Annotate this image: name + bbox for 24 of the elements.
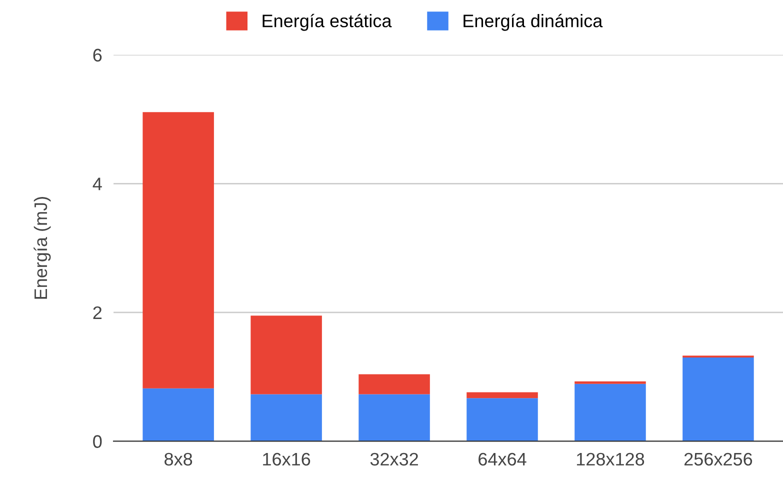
- bar: [358, 374, 430, 394]
- y-tick-label: 2: [93, 306, 102, 319]
- x-tick-label: 8x8: [164, 452, 192, 466]
- bar: [358, 394, 430, 442]
- x-tick-label: 128x128: [576, 452, 644, 466]
- bar: [466, 398, 538, 442]
- x-tick-label: 16x16: [263, 452, 310, 466]
- bar: [142, 388, 214, 442]
- y-tick-label: 4: [92, 178, 102, 190]
- x-tick-label: 256x256: [684, 452, 752, 466]
- x-tick-label: 64x64: [478, 452, 526, 466]
- bar: [250, 316, 322, 394]
- bar: [466, 392, 538, 398]
- bar: [574, 384, 646, 442]
- y-axis-title: Energía (mJ): [34, 196, 51, 299]
- bar: [142, 112, 214, 388]
- bar: [682, 358, 754, 442]
- legend-label: Energía dinámica: [464, 14, 603, 31]
- x-tick-label: 32x32: [370, 452, 418, 466]
- bar: [250, 394, 322, 442]
- legend-label: Energía estática: [262, 14, 392, 31]
- bar: [574, 381, 646, 384]
- y-tick-label: 6: [93, 48, 102, 62]
- y-tick-label: 0: [93, 435, 102, 448]
